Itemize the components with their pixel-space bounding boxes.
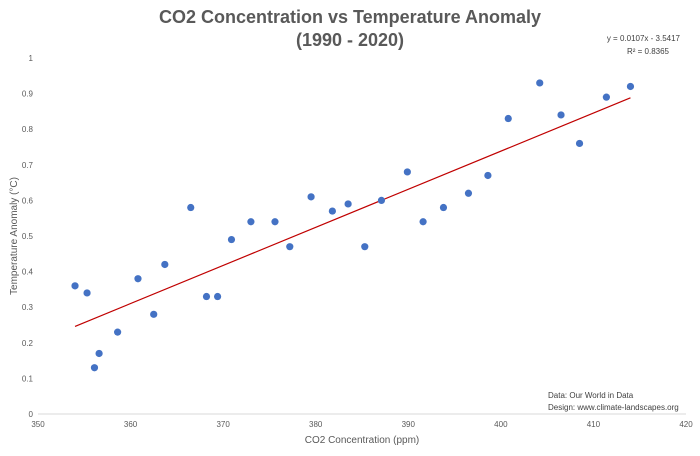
- data-point: [626, 82, 635, 91]
- y-tick-label: 0.3: [22, 303, 34, 312]
- y-tick-label: 0.5: [22, 232, 34, 241]
- chart-title-line-1: CO2 Concentration vs Temperature Anomaly: [159, 7, 541, 27]
- x-axis-label: CO2 Concentration (ppm): [305, 435, 420, 446]
- y-tick-label: 0.2: [22, 339, 34, 348]
- x-tick-label: 400: [494, 420, 508, 429]
- data-point: [83, 289, 91, 297]
- chart-title-line-2: (1990 - 2020): [296, 30, 404, 50]
- y-tick-label: 0.1: [22, 374, 34, 383]
- data-point: [557, 111, 565, 119]
- data-point: [344, 200, 352, 208]
- x-axis-ticks: 350 360 370 380 390 400 410 420: [31, 420, 693, 429]
- data-point: [187, 203, 195, 212]
- x-tick-label: 380: [309, 420, 323, 429]
- data-point: [504, 114, 512, 123]
- data-point: [484, 171, 492, 180]
- x-tick-label: 420: [679, 420, 693, 429]
- y-tick-label: 0.7: [22, 161, 34, 170]
- design-credit-note: Design: www.climate-landscapes.org: [548, 403, 679, 412]
- x-tick-label: 360: [124, 420, 138, 429]
- y-axis-label: Temperature Anomaly (°C): [9, 177, 20, 295]
- data-point: [377, 196, 386, 204]
- data-point: [95, 349, 103, 358]
- data-point: [536, 79, 544, 87]
- trendline-r-squared: R² = 0.8365: [627, 47, 670, 56]
- data-point: [227, 235, 236, 244]
- data-point: [464, 189, 473, 197]
- x-tick-label: 350: [31, 420, 45, 429]
- data-point: [403, 168, 411, 176]
- y-tick-label: 1: [29, 54, 34, 63]
- data-point: [247, 218, 255, 226]
- data-point: [134, 275, 142, 283]
- data-point: [202, 292, 211, 301]
- x-tick-label: 390: [402, 420, 416, 429]
- data-point: [150, 310, 158, 318]
- y-tick-label: 0.8: [22, 125, 34, 134]
- y-tick-label: 0.4: [22, 268, 34, 277]
- y-axis-ticks: 0 0.1 0.2 0.3 0.4 0.5 0.6 0.7 0.8 0.9 1: [22, 54, 34, 419]
- x-tick-label: 370: [216, 420, 230, 429]
- data-point: [213, 292, 222, 301]
- data-point: [114, 328, 122, 336]
- y-tick-label: 0.9: [22, 90, 34, 99]
- data-point: [361, 243, 369, 251]
- data-point: [419, 218, 427, 226]
- y-tick-label: 0.6: [22, 196, 34, 205]
- data-point: [71, 282, 79, 290]
- data-source-note: Data: Our World in Data: [548, 391, 634, 400]
- trendline-equation: y = 0.0107x - 3.5417: [607, 34, 681, 43]
- data-point: [439, 203, 448, 212]
- data-point: [575, 139, 584, 148]
- data-points: [71, 79, 635, 372]
- data-point: [602, 93, 610, 101]
- data-point: [307, 193, 315, 201]
- trendline: [74, 97, 631, 327]
- y-tick-label: 0: [29, 410, 34, 419]
- data-point: [286, 243, 294, 251]
- data-point: [90, 364, 99, 372]
- data-point: [328, 207, 336, 215]
- x-tick-label: 410: [587, 420, 601, 429]
- data-point: [161, 260, 169, 269]
- data-point: [271, 218, 279, 226]
